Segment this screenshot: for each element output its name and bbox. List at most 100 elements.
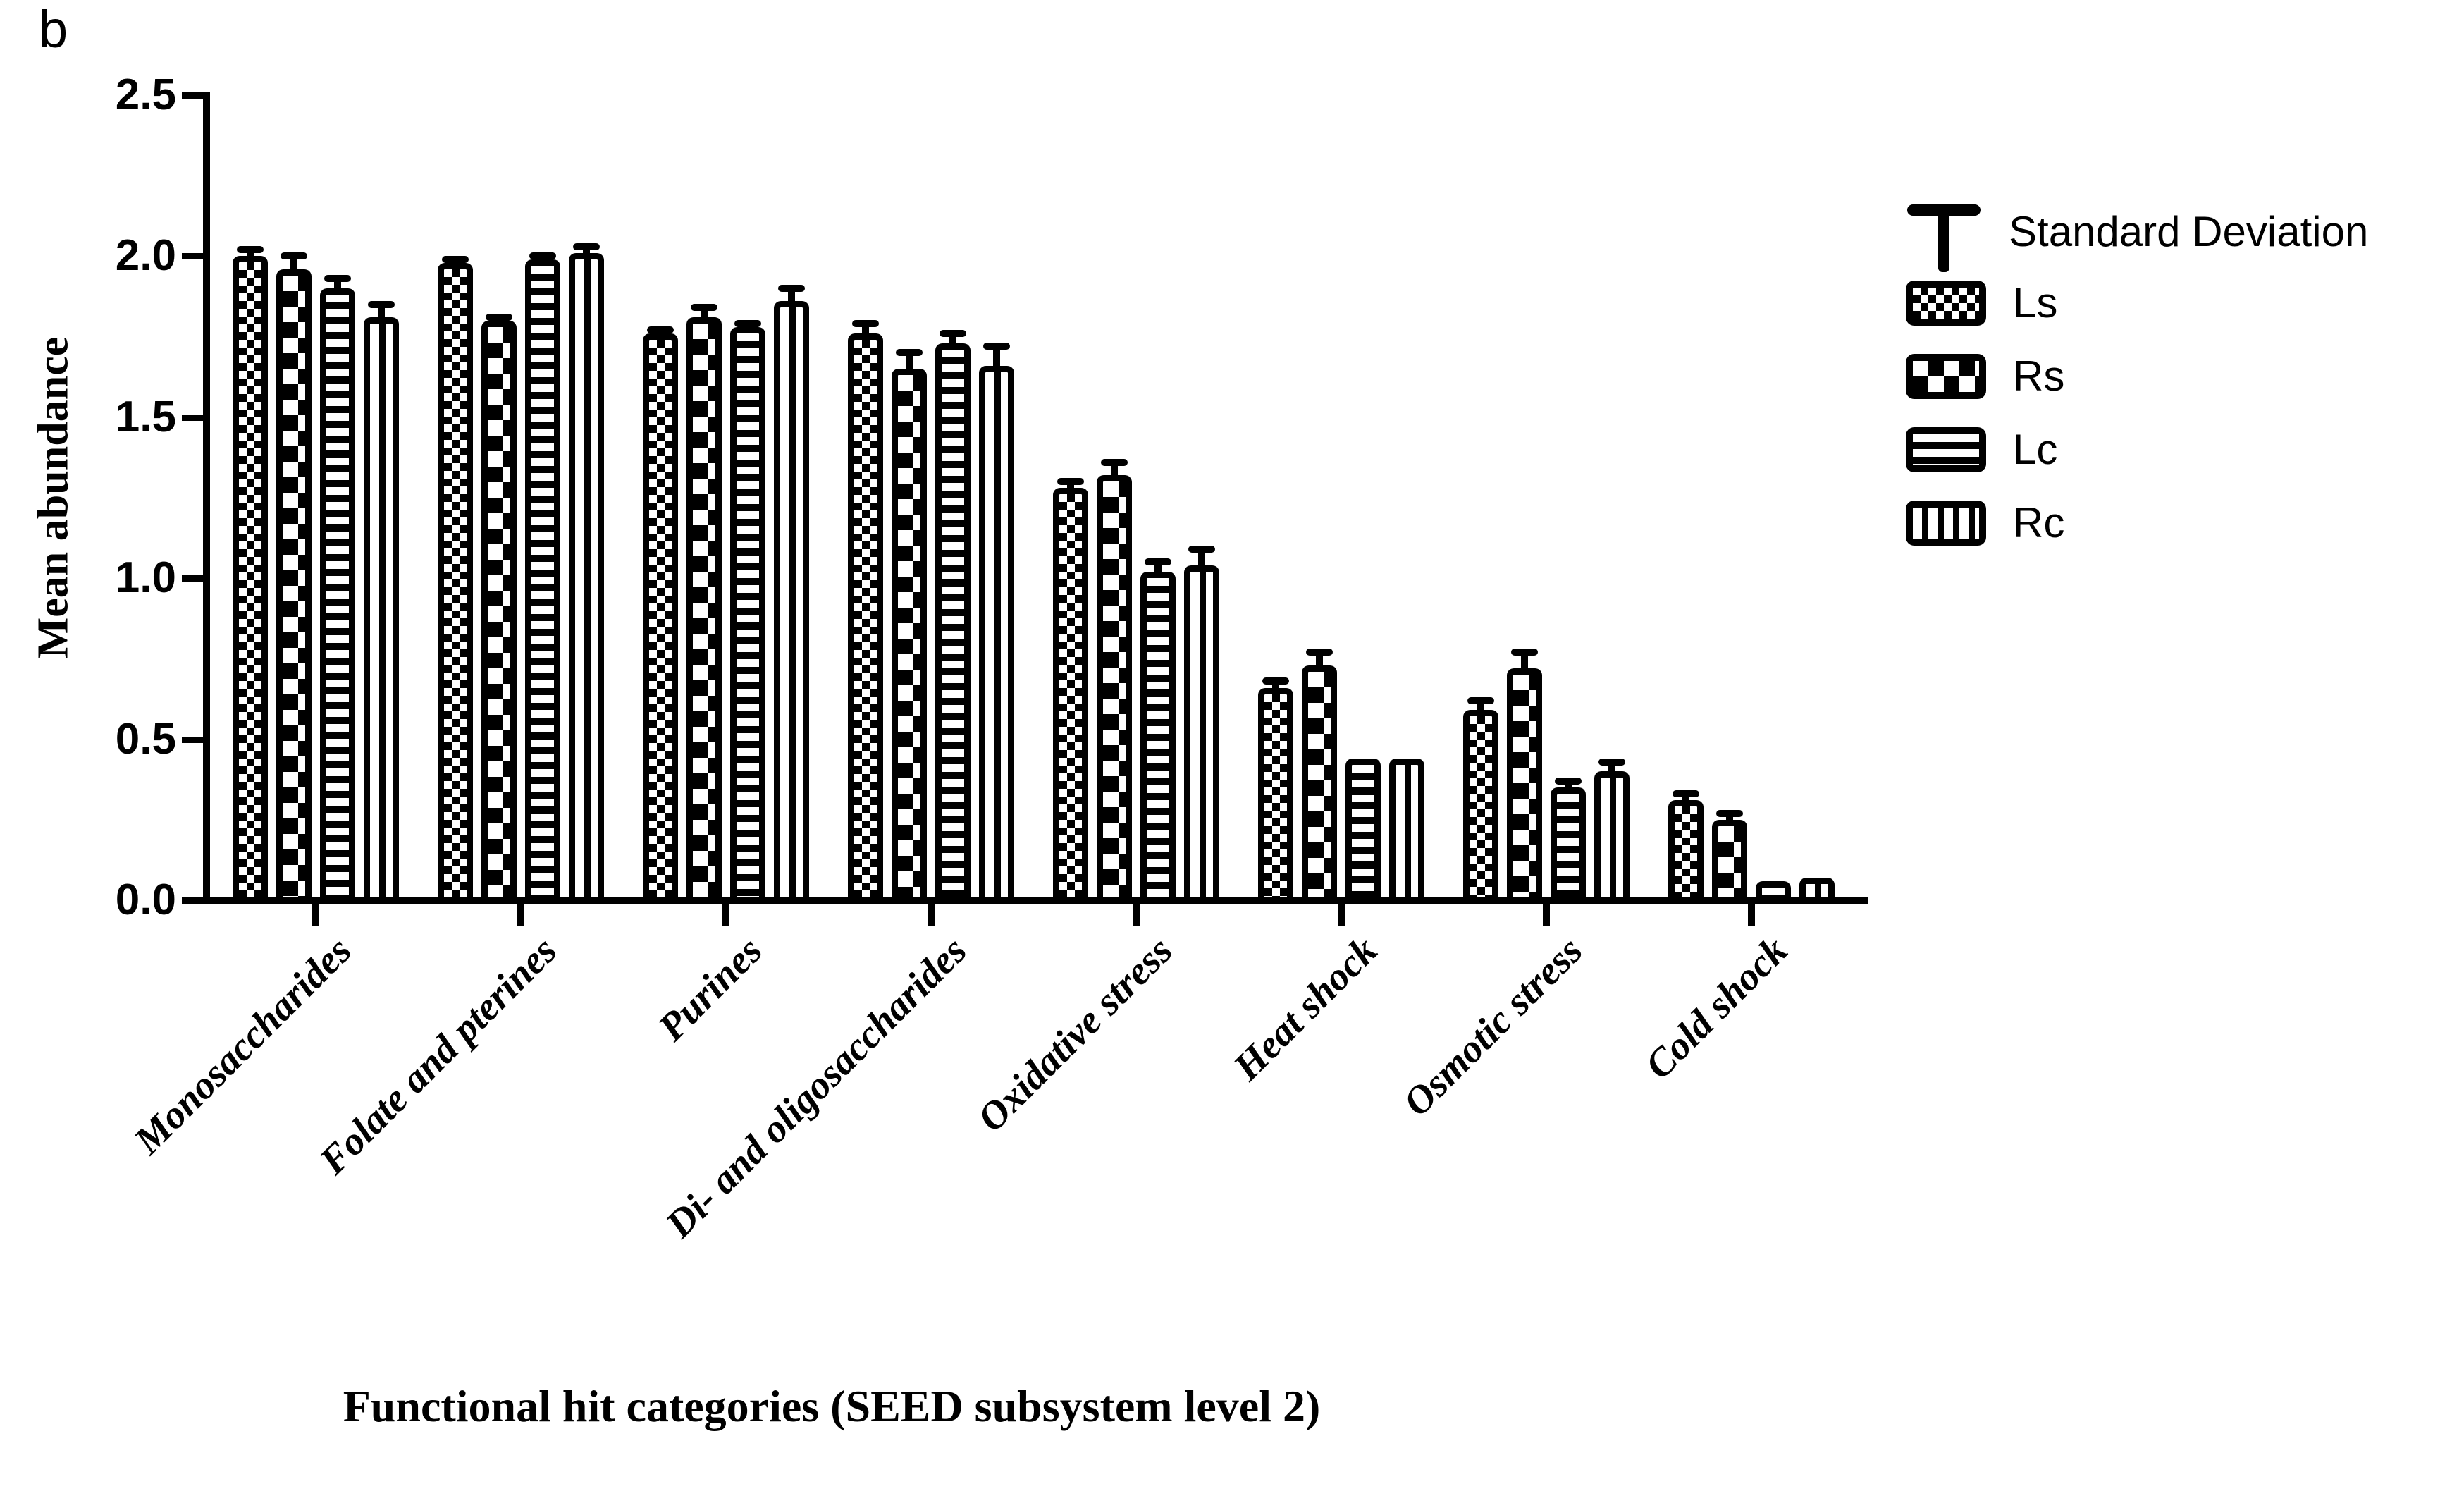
error-bar-stem-icon (1938, 211, 1949, 272)
error-bar-cap-ls-di-and-oligosaccharides (852, 320, 879, 328)
bar-rs-monosaccharides (276, 269, 312, 900)
category-label-purines: Purines (649, 928, 771, 1050)
y-tick-label-0-5: 0.5 (115, 714, 176, 763)
error-bar-cap-rs-purines (691, 304, 717, 312)
error-bar-cap-lc-di-and-oligosaccharides (940, 330, 966, 338)
y-tick-1-5 (182, 414, 203, 421)
bar-rc-purines (774, 301, 809, 900)
bar-lc-osmotic-stress (1551, 787, 1586, 900)
bar-ls-purines (643, 333, 678, 900)
bar-ls-osmotic-stress (1463, 710, 1498, 900)
legend-label-ls: Ls (2013, 279, 2058, 326)
legend-swatch-rs (1906, 354, 1986, 399)
y-tick-label-1-5: 1.5 (115, 392, 176, 441)
x-tick-heat-shock (1338, 897, 1345, 926)
x-tick-folate-and-pterines (517, 897, 524, 926)
x-axis-title: Functional hit categories (SEED subsyste… (343, 1381, 1321, 1431)
legend-label-lc: Lc (2013, 426, 2058, 473)
x-tick-monosaccharides (312, 897, 319, 926)
error-bar-cap-lc-oxidative-stress (1145, 558, 1171, 566)
bar-rc-oxidative-stress (1184, 565, 1219, 900)
error-bar-cap-rs-cold-shock (1716, 809, 1743, 817)
bar-rs-cold-shock (1712, 819, 1747, 900)
bar-rc-monosaccharides (364, 317, 399, 900)
bar-rs-folate-and-pterines (481, 320, 517, 900)
bar-ls-di-and-oligosaccharides (848, 333, 883, 900)
error-bar-cap-rs-di-and-oligosaccharides (896, 349, 923, 357)
error-bar-cap-rs-folate-and-pterines (486, 314, 512, 321)
y-tick-0-5 (182, 736, 203, 743)
y-tick-1-0 (182, 575, 203, 582)
bar-rs-heat-shock (1302, 665, 1337, 900)
error-bar-cap-rs-monosaccharides (281, 252, 307, 260)
category-label-monosaccharides: Monosaccharides (126, 928, 361, 1163)
bar-ls-folate-and-pterines (438, 262, 473, 900)
x-tick-di-and-oligosaccharides (928, 897, 935, 926)
y-tick-label-1-0: 1.0 (115, 553, 176, 603)
panel-label: b (39, 0, 68, 59)
error-bar-cap-lc-purines (734, 320, 761, 328)
y-tick-0-0 (182, 897, 203, 904)
error-bar-cap-rc-folate-and-pterines (573, 243, 600, 250)
error-bar-stem-rc-monosaccharides (378, 304, 385, 328)
error-bar-cap-ls-osmotic-stress (1467, 697, 1494, 704)
error-bar-cap-rc-monosaccharides (368, 300, 395, 308)
y-tick-label-2-5: 2.5 (115, 70, 176, 119)
error-bar-cap-rc-di-and-oligosaccharides (983, 343, 1010, 350)
error-bar-stem-rc-oxidative-stress (1198, 549, 1205, 575)
bar-rc-osmotic-stress (1594, 771, 1630, 900)
bar-rs-purines (686, 317, 722, 900)
bar-lc-di-and-oligosaccharides (935, 343, 971, 900)
bar-ls-cold-shock (1668, 800, 1704, 900)
bar-rs-di-and-oligosaccharides (892, 369, 927, 900)
y-axis-line (203, 92, 210, 904)
error-bar-cap-icon (1907, 204, 1981, 216)
error-bar-cap-lc-folate-and-pterines (529, 252, 556, 260)
error-bar-cap-rc-purines (778, 285, 805, 293)
lc-pattern-icon (1913, 434, 1979, 465)
x-axis-line (203, 897, 1868, 904)
error-bar-stem-rc-purines (788, 288, 795, 312)
legend-swatch-lc (1906, 427, 1986, 472)
error-bar-cap-ls-heat-shock (1262, 677, 1289, 685)
bar-rc-di-and-oligosaccharides (979, 365, 1014, 900)
error-bar-cap-ls-cold-shock (1673, 790, 1699, 798)
bar-lc-folate-and-pterines (525, 259, 560, 900)
legend-swatch-rc (1906, 501, 1986, 546)
bar-rs-oxidative-stress (1097, 475, 1132, 900)
x-tick-cold-shock (1748, 897, 1755, 926)
error-bar-stem-rc-di-and-oligosaccharides (993, 346, 1000, 376)
legend-sd-label: Standard Deviation (2009, 208, 2369, 255)
bar-ls-oxidative-stress (1053, 488, 1088, 900)
error-bar-cap-rc-osmotic-stress (1598, 758, 1625, 766)
error-bar-cap-ls-oxidative-stress (1057, 478, 1084, 486)
error-bar-cap-rs-osmotic-stress (1511, 649, 1538, 656)
ls-pattern-icon (1913, 288, 1979, 319)
x-tick-oxidative-stress (1133, 897, 1140, 926)
bar-rc-heat-shock (1389, 759, 1424, 900)
error-bar-cap-ls-folate-and-pterines (442, 255, 469, 263)
bar-rc-cold-shock (1799, 878, 1835, 900)
y-tick-label-2-0: 2.0 (115, 231, 176, 281)
bar-lc-monosaccharides (320, 288, 355, 900)
y-axis-title: Mean abundance (29, 336, 78, 659)
bar-ls-heat-shock (1258, 687, 1293, 900)
error-bar-cap-rc-oxidative-stress (1188, 546, 1215, 553)
rs-pattern-icon (1913, 361, 1979, 392)
legend-swatch-ls (1906, 281, 1986, 326)
error-bar-cap-rs-heat-shock (1306, 649, 1333, 656)
y-tick-2-0 (182, 253, 203, 260)
category-label-heat-shock: Heat shock (1225, 928, 1386, 1089)
legend-label-rc: Rc (2013, 499, 2065, 546)
bar-ls-monosaccharides (233, 256, 268, 900)
error-bar-stem-rs-di-and-oligosaccharides (906, 352, 913, 379)
bar-rs-osmotic-stress (1507, 668, 1542, 900)
category-label-osmotic-stress: Osmotic stress (1394, 928, 1591, 1125)
bar-lc-oxidative-stress (1140, 572, 1176, 900)
bar-lc-purines (730, 326, 765, 900)
bar-rc-folate-and-pterines (569, 252, 604, 900)
error-bar-cap-lc-monosaccharides (324, 275, 351, 283)
error-bar-cap-ls-purines (647, 326, 674, 334)
bar-lc-heat-shock (1345, 759, 1381, 900)
